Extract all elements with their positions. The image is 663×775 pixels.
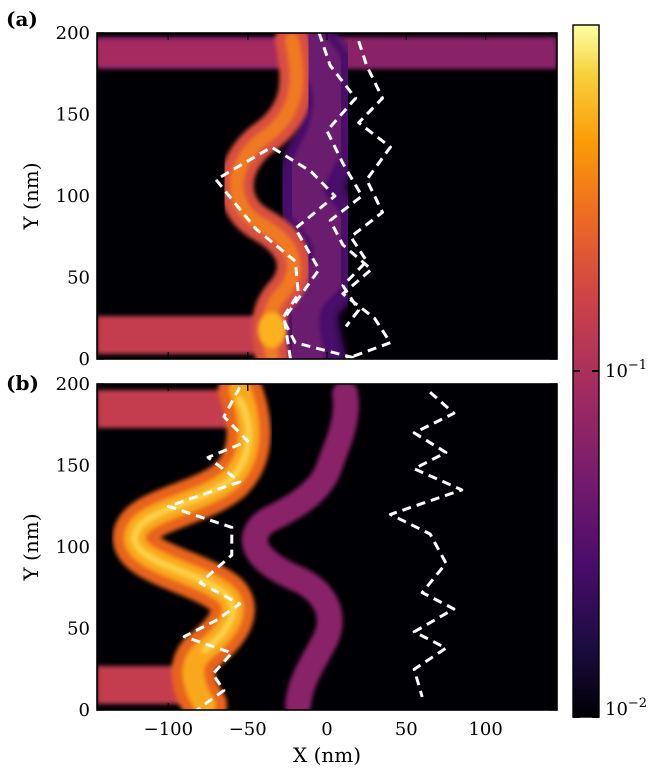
x-axis-title: X (nm) xyxy=(293,743,361,767)
y-tick-label: 0 xyxy=(79,700,90,721)
dashed-path-3 xyxy=(341,40,392,328)
panel-a-label: (a) xyxy=(6,7,38,31)
y-tick-label: 100 xyxy=(56,537,90,558)
panel-a-bottom-band xyxy=(97,316,272,354)
x-tick-label: −50 xyxy=(229,719,267,740)
y-tick-label: 50 xyxy=(67,268,90,289)
y-tick-label: 100 xyxy=(56,186,90,207)
dashed-path-2 xyxy=(317,33,392,359)
panel-a-wave-mid xyxy=(279,33,354,359)
panel-b: 0 50 100 150 200 −100 −50 0 50 100 (b) Y (nm) xyxy=(6,371,558,740)
y-tick-label: 200 xyxy=(56,374,90,395)
panel-a-ticks: 0 50 100 150 200 xyxy=(56,23,557,370)
dashed-path-2 xyxy=(388,391,464,698)
dashed-path-1 xyxy=(214,145,360,359)
y-tick-label: 150 xyxy=(56,105,90,126)
panel-a-ylabel: Y (nm) xyxy=(19,162,43,230)
colorbar-tick-label: 10−2 xyxy=(605,696,647,720)
panel-b-wave-middle xyxy=(241,384,359,710)
panel-a: 0 50 100 150 200 (a) Y (nm) xyxy=(6,7,558,370)
panel-b-wave-highlight xyxy=(131,396,253,654)
panel-b-label: (b) xyxy=(6,371,39,395)
x-tick-label: 0 xyxy=(321,719,332,740)
colorbar-tick-label: 10−1 xyxy=(605,358,647,382)
y-tick-label: 0 xyxy=(79,349,90,370)
panel-b-heatmap xyxy=(97,384,464,710)
panel-b-ylabel: Y (nm) xyxy=(19,513,43,581)
panel-b-ticks: 0 50 100 150 200 −100 −50 0 50 100 xyxy=(56,374,557,740)
colorbar: 10−1 10−2 xyxy=(572,24,647,720)
colorbar-ticks: 10−1 10−2 xyxy=(573,358,647,720)
x-tick-label: −100 xyxy=(144,719,193,740)
y-tick-label: 50 xyxy=(67,619,90,640)
y-tick-label: 150 xyxy=(56,456,90,477)
y-tick-label: 200 xyxy=(56,23,90,44)
panel-a-wave-core xyxy=(229,33,304,359)
panel-b-dashed-paths xyxy=(166,386,464,710)
panel-a-hotspot xyxy=(258,312,286,348)
x-tick-label: 50 xyxy=(395,719,418,740)
x-tick-label: 100 xyxy=(468,719,502,740)
panel-a-dashed-paths xyxy=(214,33,392,359)
panel-a-heatmap xyxy=(97,33,557,359)
